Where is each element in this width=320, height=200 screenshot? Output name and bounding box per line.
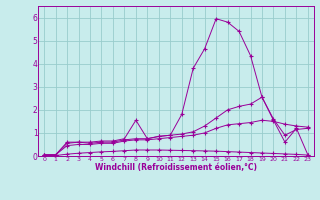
X-axis label: Windchill (Refroidissement éolien,°C): Windchill (Refroidissement éolien,°C) [95, 163, 257, 172]
